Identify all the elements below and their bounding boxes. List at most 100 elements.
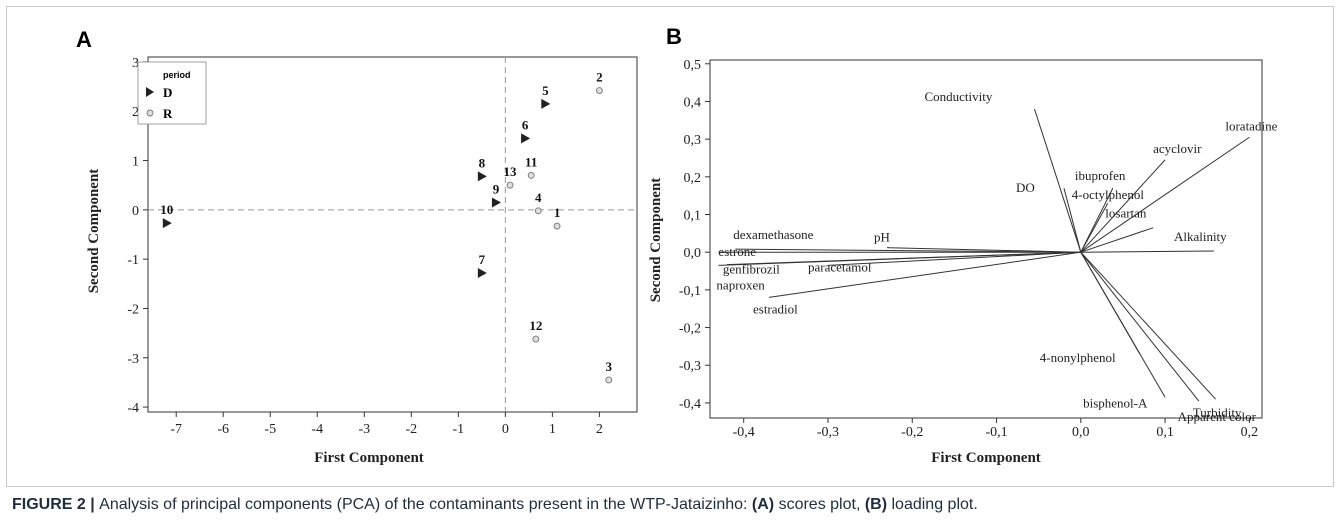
loading-label: ibuprofen xyxy=(1075,168,1126,183)
loading-label: pH xyxy=(874,230,890,245)
scores-x-ticks: -7 -6 -5 -4 -3 -2 -1 0 1 2 xyxy=(170,412,603,437)
loading-y-tick-label: -0,4 xyxy=(679,397,701,412)
loading-label: naproxen xyxy=(716,277,765,292)
loading-y-tick-label: 0,5 xyxy=(684,58,702,73)
scores-point-label: 7 xyxy=(479,252,486,267)
scores-point-d xyxy=(477,171,487,182)
scores-x-tick-label: 2 xyxy=(596,422,603,437)
scores-point-label: 4 xyxy=(535,190,542,205)
scores-y-tick-label: 3 xyxy=(132,56,139,71)
loading-y-ticks: 0,5 0,4 0,3 0,2 0,1 0,0 -0,1 -0,2 -0,3 -0,4 xyxy=(679,58,710,412)
loading-label: Alkalinity xyxy=(1174,229,1227,244)
scores-point-label: 5 xyxy=(542,83,549,98)
scores-x-tick-label: 0 xyxy=(502,422,509,437)
scores-point-r xyxy=(506,181,514,189)
scores-point-label: 2 xyxy=(596,70,603,85)
loading-vectors xyxy=(718,108,1250,402)
caption-text-2: scores plot, xyxy=(774,496,865,513)
loading-vector xyxy=(1080,251,1166,398)
loading-x-tick-label: 0,2 xyxy=(1241,425,1259,440)
loading-y-axis-title: Second Component xyxy=(648,178,664,303)
scores-point-r xyxy=(605,376,613,384)
scores-point-d xyxy=(477,267,487,278)
figure-frame xyxy=(6,6,1334,487)
scores-point-label: 6 xyxy=(522,117,529,132)
loading-label: loratadine xyxy=(1225,118,1277,133)
legend-item-d: D xyxy=(163,85,172,100)
scores-reference-lines xyxy=(148,57,637,412)
loading-vector xyxy=(1080,251,1217,400)
loading-y-tick-label: 0,1 xyxy=(684,209,702,224)
loading-vector xyxy=(735,248,1081,253)
legend-circle-icon xyxy=(146,109,154,117)
loading-x-tick-label: 0,0 xyxy=(1072,425,1090,440)
loading-label: losartan xyxy=(1105,206,1147,221)
scores-point-r xyxy=(553,222,561,230)
loading-x-tick-label: -0,2 xyxy=(901,425,923,440)
scores-point-r xyxy=(595,87,603,94)
scores-point-d xyxy=(541,98,551,109)
loading-label: paracetamol xyxy=(808,259,872,274)
scores-x-tick-label: -1 xyxy=(452,422,464,437)
loading-x-tick-label: -0,4 xyxy=(733,425,755,440)
scores-y-tick-label: 2 xyxy=(132,105,139,120)
loading-plot: B -0,4 -0,3 -0,2 -0,1 0,0 0,1 0,2 0,5 0,4 0,3 0,2… xyxy=(648,24,1278,466)
legend-item-r: R xyxy=(163,106,173,121)
caption-a-tag: (A) xyxy=(751,496,775,513)
loading-y-tick-label: -0,3 xyxy=(679,359,701,374)
scores-point-label: 9 xyxy=(493,181,500,196)
scores-x-tick-label: -6 xyxy=(217,422,229,437)
caption-text-1: Analysis of principal components (PCA) o… xyxy=(99,496,752,513)
scores-point-label: 13 xyxy=(504,164,518,179)
loading-x-tick-label: 0,1 xyxy=(1156,425,1174,440)
loading-label: genfibrozil xyxy=(723,262,780,277)
loading-vector xyxy=(1080,251,1200,402)
caption-b-tag: (B) xyxy=(864,496,888,513)
loading-label: 4-octylphenol xyxy=(1072,187,1145,202)
figure-caption: FIGURE 2 | Analysis of principal compone… xyxy=(12,496,1332,514)
loading-vector xyxy=(1063,187,1082,253)
panel-a-letter: A xyxy=(76,27,92,52)
scores-point-r xyxy=(534,207,542,215)
scores-point-label: 8 xyxy=(479,155,486,170)
scores-point-label: 3 xyxy=(606,359,613,374)
loading-label: Conductivity xyxy=(924,89,992,104)
loading-vector xyxy=(1033,108,1082,253)
scores-point-r xyxy=(527,171,535,179)
loading-label: Apparent color xyxy=(1178,409,1257,424)
scores-y-tick-label: -1 xyxy=(127,253,139,268)
scores-point-d xyxy=(491,197,501,208)
scores-plot-area xyxy=(147,56,638,413)
scores-x-axis-title: First Component xyxy=(314,450,424,466)
loading-vector xyxy=(1080,159,1166,253)
loading-label: bisphenol-A xyxy=(1083,395,1148,410)
scores-y-tick-label: 1 xyxy=(132,155,139,170)
loading-label: DO xyxy=(1016,180,1035,195)
scores-y-tick-label: 0 xyxy=(132,204,139,219)
caption-text-3: loading plot. xyxy=(887,496,978,513)
scores-point-label: 12 xyxy=(529,318,542,333)
loading-vector xyxy=(718,251,1081,266)
loading-labels: Conductivity loratadine acyclovir ibuprofen… xyxy=(716,89,1277,424)
loading-vector xyxy=(827,251,1081,266)
scores-x-tick-label: -3 xyxy=(358,422,370,437)
loading-plot-area xyxy=(709,59,1263,419)
scores-x-tick-label: -5 xyxy=(264,422,276,437)
scores-point-d xyxy=(521,133,531,144)
loading-label: Turbidity xyxy=(1193,405,1242,420)
loading-y-tick-label: 0,0 xyxy=(684,246,702,261)
loading-label: estrone xyxy=(718,244,756,259)
scores-y-tick-label: -4 xyxy=(127,401,139,416)
scores-x-tick-label: -2 xyxy=(405,422,417,437)
loading-x-axis-title: First Component xyxy=(931,450,1041,466)
scores-y-tick-label: -3 xyxy=(127,352,139,367)
loading-vector xyxy=(1080,202,1109,253)
scores-points: 5 6 89 10 7 2 11 13 41 12 3 xyxy=(160,70,613,384)
scores-point-label: 10 xyxy=(160,202,173,217)
loading-vector xyxy=(1080,136,1250,253)
loading-y-tick-label: -0,1 xyxy=(679,284,701,299)
loading-y-tick-label: 0,3 xyxy=(684,133,702,148)
scores-y-axis-title: Second Component xyxy=(86,169,102,294)
